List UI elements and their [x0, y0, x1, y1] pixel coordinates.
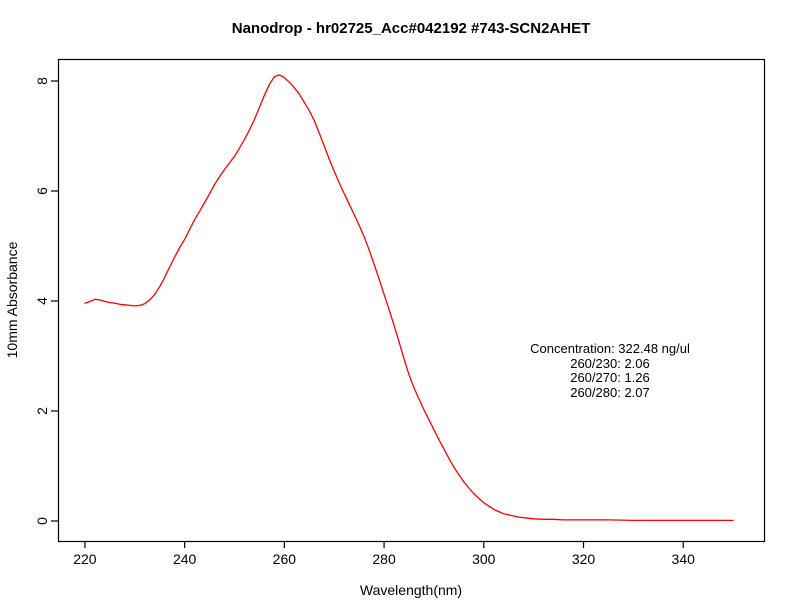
- y-axis-title: 10mm Absorbance: [4, 241, 20, 359]
- plot-frame-box: [57, 58, 766, 543]
- chart-title: Nanodrop - hr02725_Acc#042192 #743-SCN2A…: [231, 20, 591, 37]
- x-tick-label-260: 260: [273, 551, 297, 567]
- x-axis-ticks: 220 240 260 280 300 320 340: [73, 541, 695, 567]
- x-tick-label-280: 280: [372, 551, 396, 567]
- annotation-ratio-260-280: 260/280: 2.07: [570, 384, 650, 400]
- annotation-concentration: Concentration: 322.48 ng/ul: [530, 341, 690, 356]
- x-axis-title: Wavelength(nm): [359, 582, 463, 598]
- y-tick-label-2: 2: [34, 407, 50, 415]
- x-tick-label-320: 320: [572, 551, 596, 567]
- y-axis-ticks: 0 2 4 6 8: [34, 77, 58, 525]
- y-tick-label-6: 6: [34, 187, 50, 195]
- x-tick-label-240: 240: [173, 551, 197, 567]
- sample-readings-annotation: Concentration: 322.48 ng/ul 260/230: 2.0…: [530, 341, 690, 400]
- absorbance-curve: [84, 74, 734, 522]
- x-tick-label-300: 300: [472, 551, 496, 567]
- y-tick-label-8: 8: [34, 77, 50, 85]
- y-tick-label-0: 0: [34, 517, 50, 525]
- annotation-ratio-260-270: 260/270: 1.26: [570, 370, 650, 385]
- x-tick-label-340: 340: [672, 551, 696, 567]
- y-tick-label-4: 4: [34, 297, 50, 305]
- annotation-ratio-260-230: 260/230: 2.06: [570, 355, 650, 371]
- x-tick-label-220: 220: [73, 551, 97, 567]
